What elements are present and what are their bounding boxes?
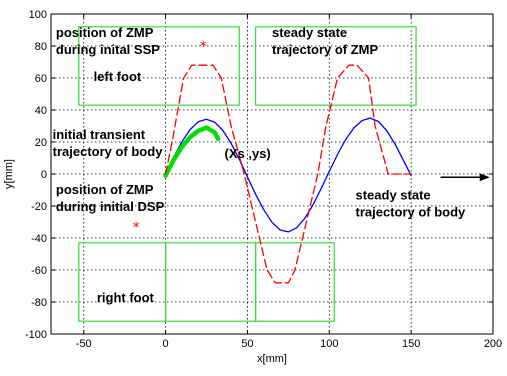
annot-zmp-ssp-line: position of ZMP <box>56 25 154 40</box>
annot-right-foot: right foot <box>97 290 155 305</box>
y-tick-label: 40 <box>35 105 47 117</box>
x-tick-label: 200 <box>484 338 502 350</box>
left-foot-box-initial <box>78 26 240 106</box>
zmp-marker-1: * <box>200 39 207 55</box>
y-tick-label: -100 <box>25 329 47 341</box>
annotations: position of ZMP during inital SSP steady s… <box>53 25 466 305</box>
annot-steady-body-line: trajectory of body <box>355 205 466 220</box>
annot-steady-zmp: steady state trajectory of ZMP <box>272 25 379 57</box>
annot-steady-zmp-line: steady state <box>272 25 347 40</box>
y-tick-label: -20 <box>31 201 47 213</box>
y-tick-label: -80 <box>31 297 47 309</box>
annot-right-foot-line: right foot <box>97 290 155 305</box>
y-tick-label: 100 <box>29 9 47 21</box>
y-tick-label: -60 <box>31 265 47 277</box>
x-tick-label: 50 <box>241 338 253 350</box>
y-axis-label: y[mm] <box>3 159 15 189</box>
y-tick-label: 60 <box>35 73 47 85</box>
annot-xs-ys: (Xs ,ys) <box>225 146 271 161</box>
x-tick-label: 0 <box>163 338 169 350</box>
annot-initial-transient: initial transient trajectory of body <box>53 127 164 159</box>
x-axis-label: x[mm] <box>257 353 287 365</box>
x-tick-label: 150 <box>402 338 420 350</box>
y-tick-label: 20 <box>35 137 47 149</box>
annot-initial-transient-line: trajectory of body <box>53 144 164 159</box>
y-tick-label: 0 <box>41 169 47 181</box>
annot-steady-body: steady state trajectory of body <box>355 188 466 220</box>
zmp-marker-2: * <box>133 220 140 236</box>
annot-steady-body-line: steady state <box>355 188 430 203</box>
annot-zmp-ssp: position of ZMP during inital SSP <box>56 25 160 57</box>
direction-arrow-head <box>479 173 490 182</box>
left-foot-box-steady <box>255 26 417 106</box>
annot-zmp-dsp-line: during initial DSP <box>56 199 165 214</box>
zmp-markers: ** <box>133 39 207 236</box>
series-lines <box>163 64 412 284</box>
series-line-1 <box>164 117 412 233</box>
annot-zmp-dsp: position of ZMP during initial DSP <box>56 182 165 214</box>
annot-zmp-dsp-line: position of ZMP <box>56 182 154 197</box>
annot-zmp-ssp-line: during inital SSP <box>56 42 160 57</box>
annot-left-foot-line: left foot <box>94 69 142 84</box>
series-line-3 <box>164 64 412 284</box>
right-foot-box-3 <box>255 242 335 322</box>
axes: -50 0 50 100 150 200100806040200-20-40-60-80-… <box>25 9 502 350</box>
annot-xs-ys-line: (Xs ,ys) <box>225 146 271 161</box>
series-line-2 <box>163 125 221 178</box>
annot-steady-zmp-line: trajectory of ZMP <box>272 42 379 57</box>
annot-initial-transient-line: initial transient <box>53 127 146 142</box>
annot-left-foot: left foot <box>94 69 142 84</box>
x-tick-label: -50 <box>76 338 92 350</box>
foot-boxes <box>78 26 417 322</box>
y-tick-label: 80 <box>35 41 47 53</box>
y-tick-label: -40 <box>31 233 47 245</box>
x-tick-label: 100 <box>320 338 338 350</box>
